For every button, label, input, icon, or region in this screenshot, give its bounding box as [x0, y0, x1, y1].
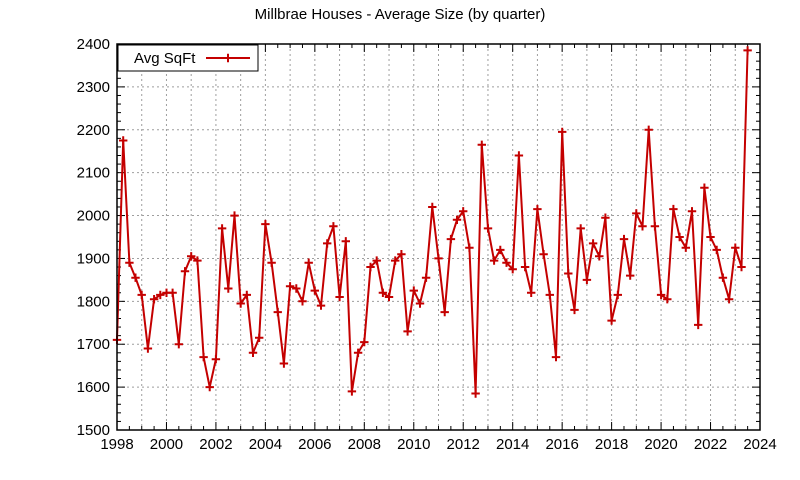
x-tick-label: 2018	[595, 436, 628, 453]
y-tick-label: 2100	[77, 165, 110, 182]
plot-frame	[116, 43, 761, 431]
x-tick-label: 2012	[447, 436, 480, 453]
series-line	[116, 50, 749, 394]
y-tick-label: 2200	[77, 122, 110, 139]
x-tick-label: 2000	[150, 436, 183, 453]
series-layer	[112, 46, 752, 398]
y-tick-label: 1800	[77, 293, 110, 310]
y-tick-label: 2400	[77, 36, 110, 53]
y-tick-label: 2000	[77, 208, 110, 225]
x-tick-label: 2016	[545, 436, 578, 453]
legend: Avg SqFt	[117, 44, 259, 72]
legend-label: Avg SqFt	[134, 50, 196, 67]
series-plus-markers	[112, 46, 752, 398]
x-tick-label: 2010	[397, 436, 430, 453]
y-tick-label: 1500	[77, 422, 110, 439]
axis-label-layer: 1500 1600 1700 1800 1900 2000 2100 2200 2300 2400…	[77, 36, 777, 453]
chart-title: Millbrae Houses - Average Size (by quart…	[254, 6, 546, 23]
x-tick-label: 2022	[694, 436, 727, 453]
x-tick-label: 2004	[249, 436, 282, 453]
x-tick-label: 2002	[199, 436, 232, 453]
x-tick-label: 2024	[743, 436, 776, 453]
y-tick-label: 2300	[77, 79, 110, 96]
legend-plus-marker	[223, 53, 233, 63]
x-tick-label: 2014	[496, 436, 529, 453]
x-tick-label: 2006	[298, 436, 331, 453]
grid-layer	[117, 44, 760, 430]
y-tick-label: 1700	[77, 336, 110, 353]
x-tick-label: 2008	[348, 436, 381, 453]
y-tick-label: 1900	[77, 250, 110, 267]
x-tick-label: 1998	[100, 436, 133, 453]
y-tick-label: 1600	[77, 379, 110, 396]
x-tick-label: 2020	[644, 436, 677, 453]
